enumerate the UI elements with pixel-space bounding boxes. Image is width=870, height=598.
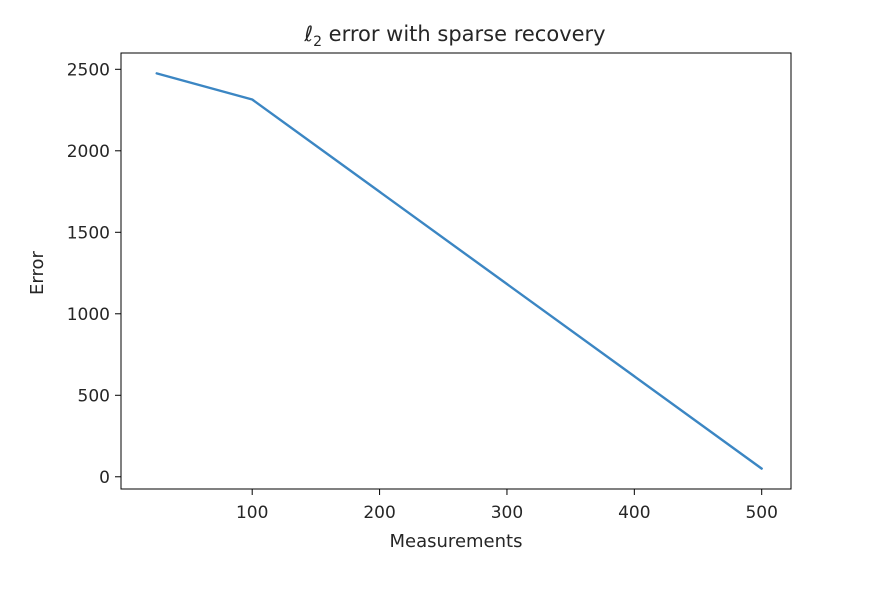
y-tick-label: 0 [99,468,110,488]
x-axis-label: Measurements [390,531,523,552]
x-tick-label: 100 [236,503,268,523]
x-axis-ticks: 100 200 300 400 500 [236,489,778,523]
x-tick-label: 500 [745,503,777,523]
y-axis-label: Error [27,250,48,294]
plot-frame [120,52,792,490]
y-tick-label: 1000 [67,305,110,325]
plot-data [155,72,763,470]
x-tick-label: 300 [491,503,523,523]
x-tick-label: 200 [363,503,395,523]
y-tick-label: 1500 [67,223,110,243]
chart-title: ℓ2 error with sparse recovery [303,22,605,50]
y-axis-ticks: 0 500 1000 1500 2000 2500 [67,60,121,488]
y-tick-label: 500 [78,386,110,406]
x-tick-label: 400 [618,503,650,523]
y-tick-label: 2500 [67,60,110,80]
series-line [155,72,763,470]
y-tick-label: 2000 [67,142,110,162]
